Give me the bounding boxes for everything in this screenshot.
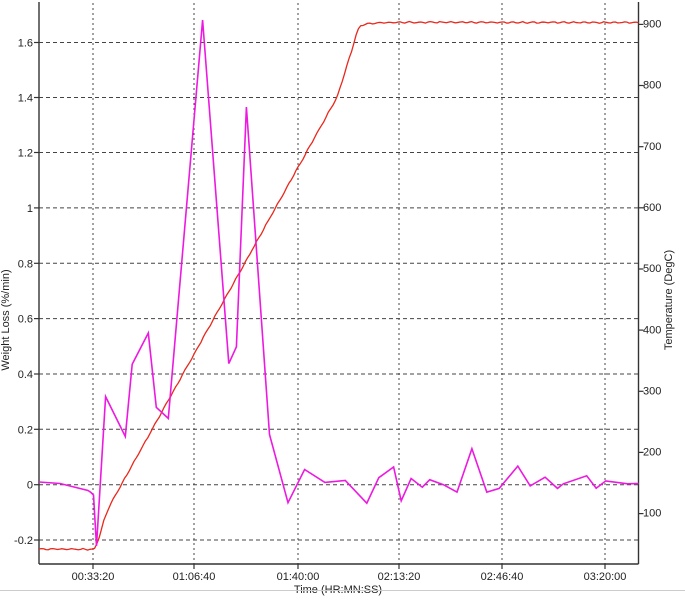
svg-text:900: 900 — [643, 19, 661, 31]
svg-text:0.8: 0.8 — [18, 258, 33, 270]
svg-text:1.4: 1.4 — [18, 93, 33, 105]
svg-text:0.6: 0.6 — [18, 314, 33, 326]
svg-text:1: 1 — [27, 203, 33, 215]
svg-text:-0.2: -0.2 — [14, 535, 33, 547]
svg-text:Temperature (DegC): Temperature (DegC) — [663, 250, 675, 350]
svg-text:100: 100 — [643, 508, 661, 520]
svg-text:02:13:20: 02:13:20 — [378, 571, 421, 583]
svg-text:500: 500 — [643, 263, 661, 275]
svg-text:03:20:00: 03:20:00 — [584, 571, 627, 583]
svg-text:02:46:40: 02:46:40 — [481, 571, 524, 583]
svg-text:400: 400 — [643, 324, 661, 336]
svg-text:0.4: 0.4 — [18, 369, 33, 381]
svg-text:00:33:20: 00:33:20 — [72, 571, 115, 583]
svg-text:600: 600 — [643, 202, 661, 214]
svg-text:1.6: 1.6 — [18, 38, 33, 50]
svg-text:01:06:40: 01:06:40 — [173, 571, 216, 583]
svg-text:0: 0 — [27, 480, 33, 492]
svg-text:01:40:00: 01:40:00 — [277, 571, 320, 583]
svg-text:300: 300 — [643, 385, 661, 397]
svg-text:1.2: 1.2 — [18, 148, 33, 160]
svg-text:200: 200 — [643, 447, 661, 459]
svg-text:Weight Loss (%/min): Weight Loss (%/min) — [0, 269, 12, 370]
svg-text:0.2: 0.2 — [18, 424, 33, 436]
svg-text:800: 800 — [643, 80, 661, 92]
svg-text:700: 700 — [643, 141, 661, 153]
